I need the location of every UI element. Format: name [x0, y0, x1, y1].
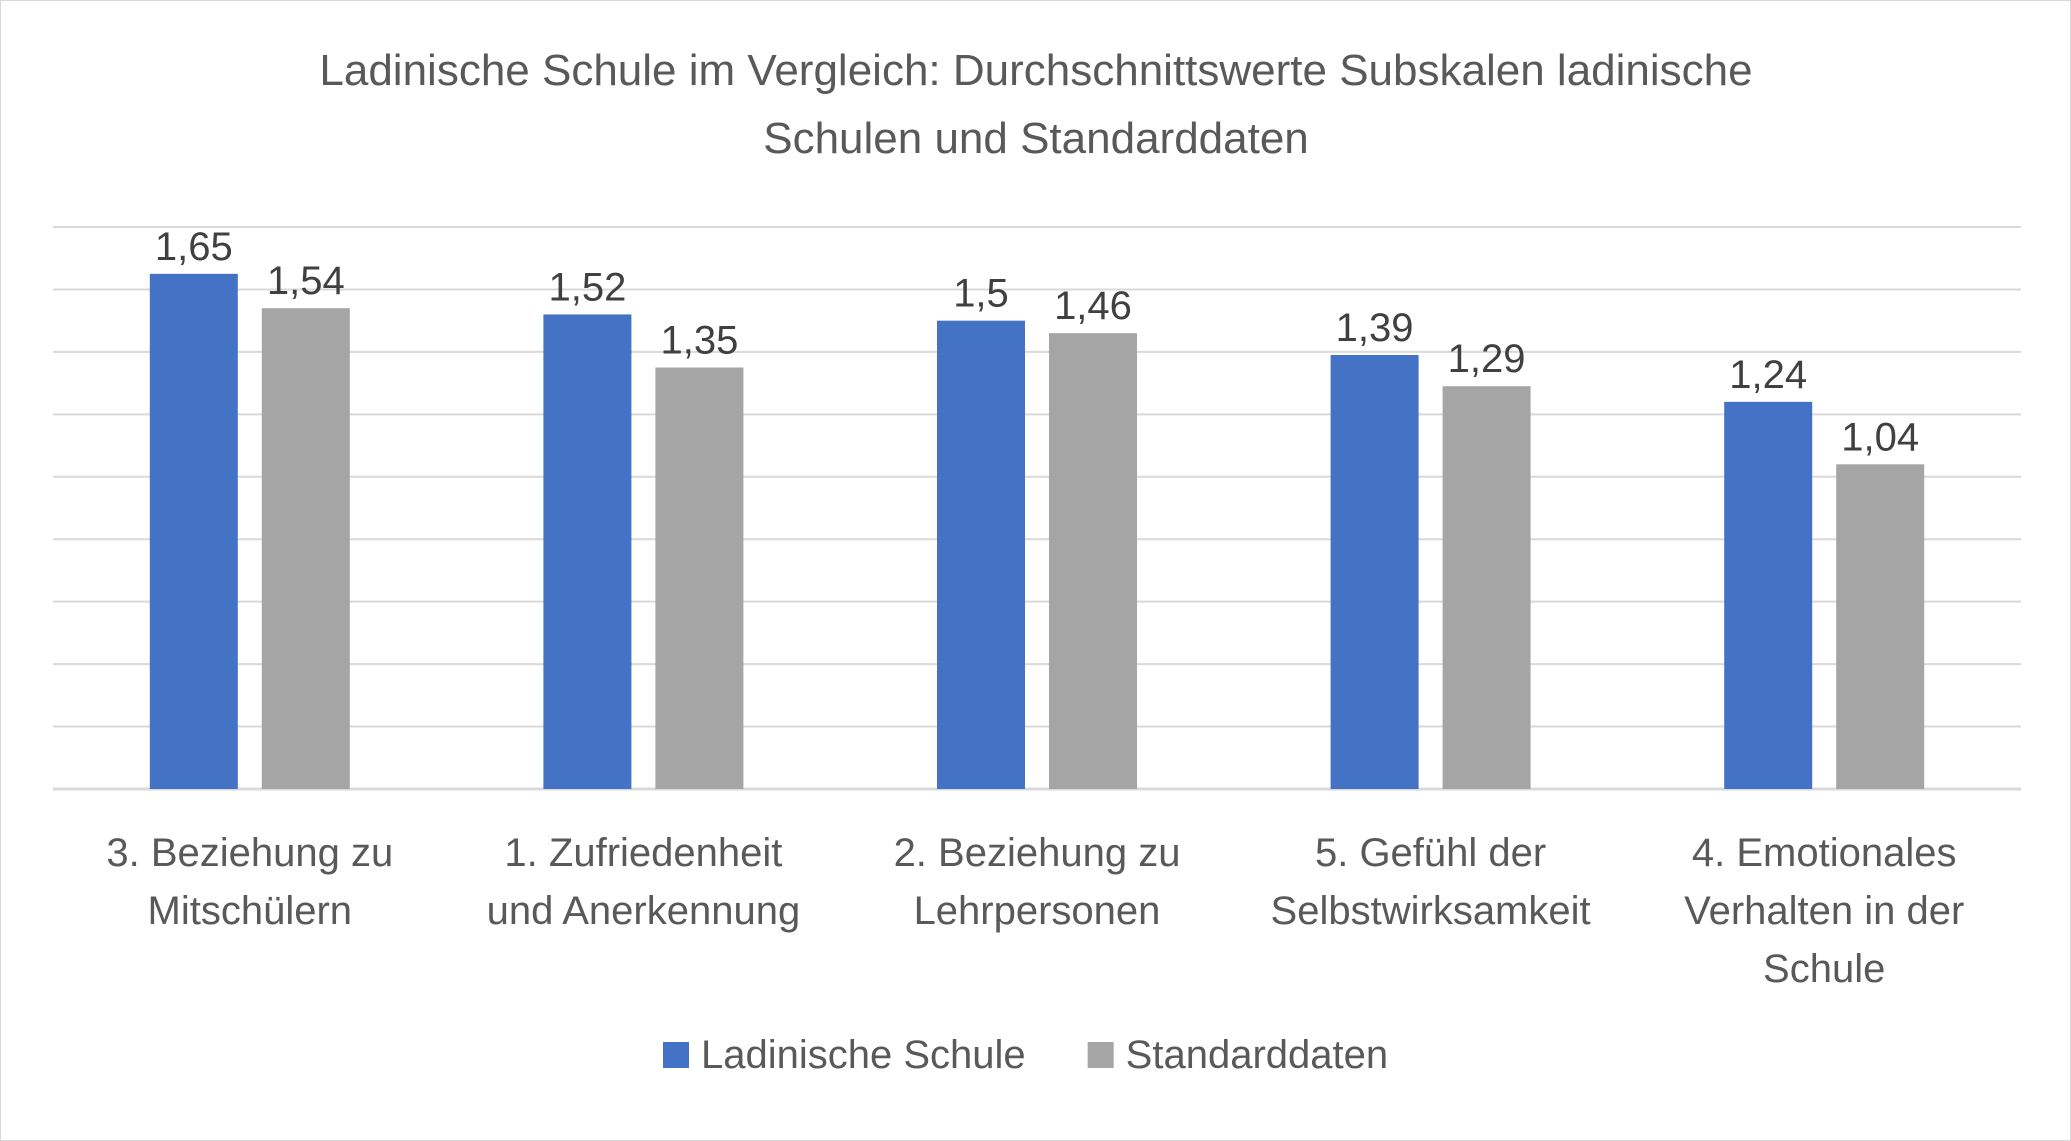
chart-title-line: Schulen und Standarddaten: [763, 114, 1309, 163]
legend: Ladinische Schule Standarddaten: [663, 1033, 1388, 1077]
category-label: 1. Zufriedenheit: [504, 831, 782, 875]
data-label: 1,52: [548, 265, 626, 309]
bar-ladinische-schule: [149, 273, 238, 789]
legend-label: Standarddaten: [1126, 1033, 1388, 1077]
bar-ladinische-schule: [937, 320, 1025, 789]
data-label: 1,35: [660, 319, 738, 363]
category-label: und Anerkennung: [487, 889, 801, 933]
bar-standarddaten: [655, 367, 744, 789]
gridlines: [53, 226, 2021, 791]
category-label: Mitschülern: [148, 889, 353, 933]
bar-standarddaten: [1049, 333, 1137, 789]
legend-swatch: [663, 1042, 689, 1068]
data-label: 1,65: [155, 225, 233, 269]
bar-ladinische-schule: [1330, 355, 1419, 789]
category-label: Lehrpersonen: [914, 889, 1161, 933]
bar-ladinische-schule: [543, 314, 632, 789]
category-label: Verhalten in der: [1684, 889, 1964, 933]
data-label: 1,29: [1448, 337, 1526, 381]
bar-standarddaten: [261, 308, 350, 789]
data-label: 1,54: [267, 259, 345, 303]
data-label: 1,5: [953, 272, 1009, 316]
data-label: 1,04: [1841, 415, 1919, 459]
legend-swatch: [1087, 1042, 1114, 1068]
category-label: 4. Emotionales: [1692, 831, 1957, 875]
category-label: 5. Gefühl der: [1315, 831, 1546, 875]
bar-standarddaten: [1442, 386, 1531, 789]
bar-standarddaten: [1836, 464, 1925, 789]
data-label: 1,39: [1336, 306, 1414, 350]
category-label: Selbstwirksamkeit: [1271, 889, 1591, 933]
data-label: 1,24: [1729, 353, 1807, 397]
data-labels: 1,65 1,54 1,52 1,35 1,5 1,46 1,39 1,29 1,24 1,04: [155, 225, 1919, 459]
bars: [149, 273, 1925, 789]
legend-label: Ladinische Schule: [701, 1033, 1026, 1077]
chart-title-line: Ladinische Schule im Vergleich: Durchsch…: [319, 46, 1752, 95]
bar-ladinische-schule: [1724, 401, 1813, 789]
category-label: 3. Beziehung zu: [106, 831, 393, 875]
data-label: 1,46: [1054, 284, 1132, 328]
chart-title: Ladinische Schule im Vergleich: Durchsch…: [319, 46, 1752, 163]
category-label: Schule: [1763, 947, 1885, 991]
category-labels: 3. Beziehung zu Mitschülern 1. Zufriedenhe…: [106, 831, 1964, 991]
category-label: 2. Beziehung zu: [894, 831, 1181, 875]
